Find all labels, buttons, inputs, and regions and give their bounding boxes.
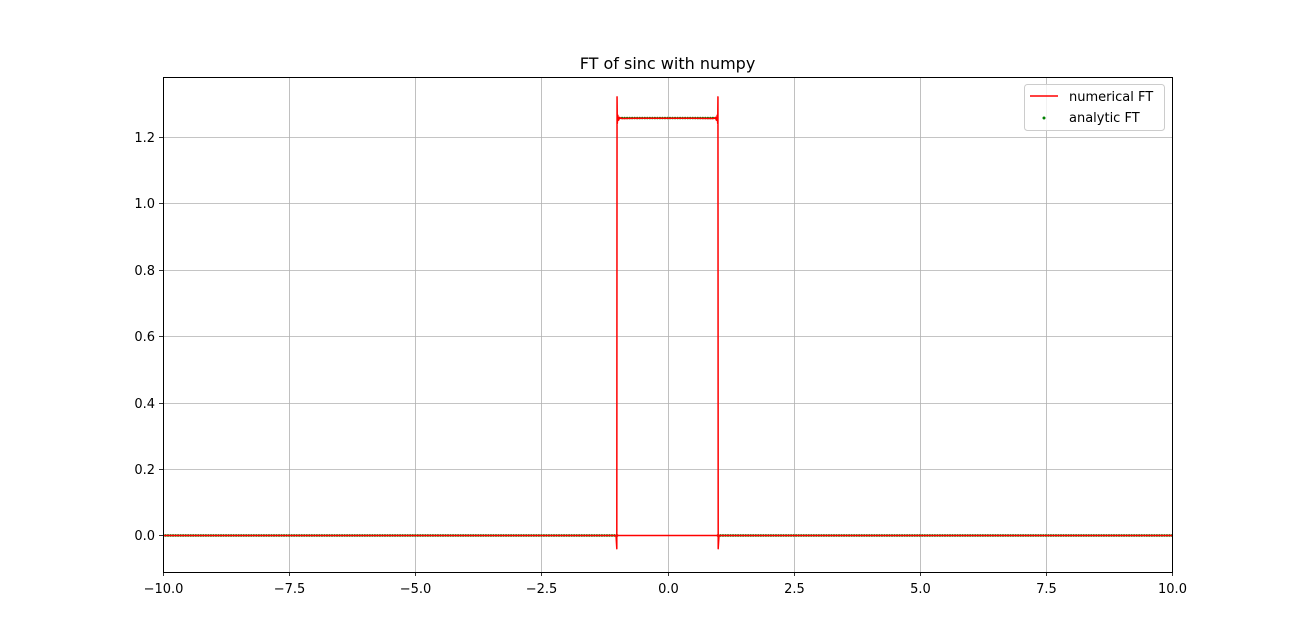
legend-marker-analytic-ft	[1042, 116, 1046, 120]
plot-frame	[163, 77, 1173, 573]
x-tick-label: −2.5	[526, 582, 558, 597]
x-tick-label: 0.0	[658, 582, 679, 597]
x-tick-label: 5.0	[910, 582, 931, 597]
x-tick-label: −5.0	[400, 582, 432, 597]
x-tick-label: −7.5	[274, 582, 306, 597]
series-layer	[163, 96, 1172, 550]
legend: numerical FT analytic FT	[1024, 84, 1165, 131]
y-tick-label: 0.8	[134, 264, 155, 279]
y-tick-label: 0.0	[134, 529, 155, 544]
x-tick-label: 10.0	[1158, 582, 1187, 597]
y-tick-label: 0.4	[134, 397, 155, 412]
x-tick-label: −10.0	[144, 582, 184, 597]
y-tick-label: 1.0	[134, 197, 155, 212]
y-tick-label: 1.2	[134, 131, 155, 146]
series-clip-group	[163, 96, 1172, 550]
y-tick-label: 0.6	[134, 330, 155, 345]
y-tick-label: 0.2	[134, 463, 155, 478]
chart-title: FT of sinc with numpy	[580, 54, 756, 73]
legend-box	[1024, 84, 1165, 131]
series-numerical-ft	[163, 96, 1172, 550]
legend-label-numerical-ft: numerical FT	[1069, 90, 1153, 105]
legend-label-analytic-ft: analytic FT	[1069, 111, 1140, 126]
axis-ticks: −10.0 −7.5 −5.0 −2.5 0.0 2.5 5.0 7.5 10.0 0.0 0.2 0…	[134, 131, 1187, 597]
plot-area	[163, 77, 1172, 572]
x-tick-label: 2.5	[784, 582, 805, 597]
x-tick-label: 7.5	[1036, 582, 1057, 597]
